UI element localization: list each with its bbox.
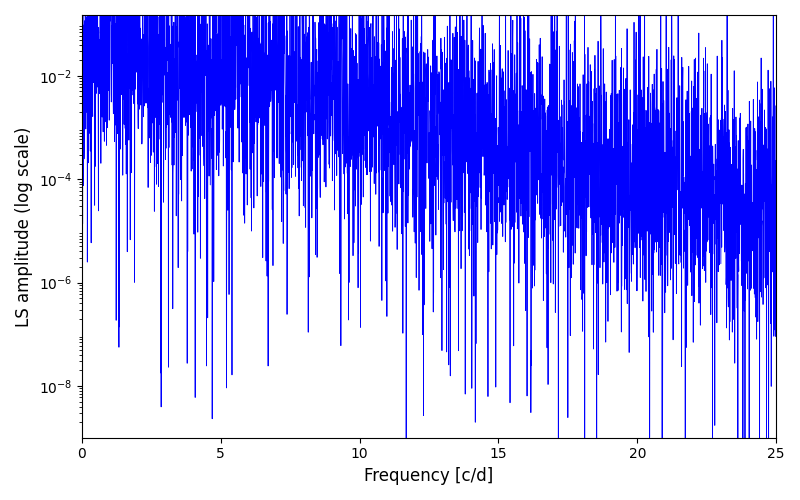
X-axis label: Frequency [c/d]: Frequency [c/d]: [364, 467, 494, 485]
Y-axis label: LS amplitude (log scale): LS amplitude (log scale): [15, 126, 33, 326]
